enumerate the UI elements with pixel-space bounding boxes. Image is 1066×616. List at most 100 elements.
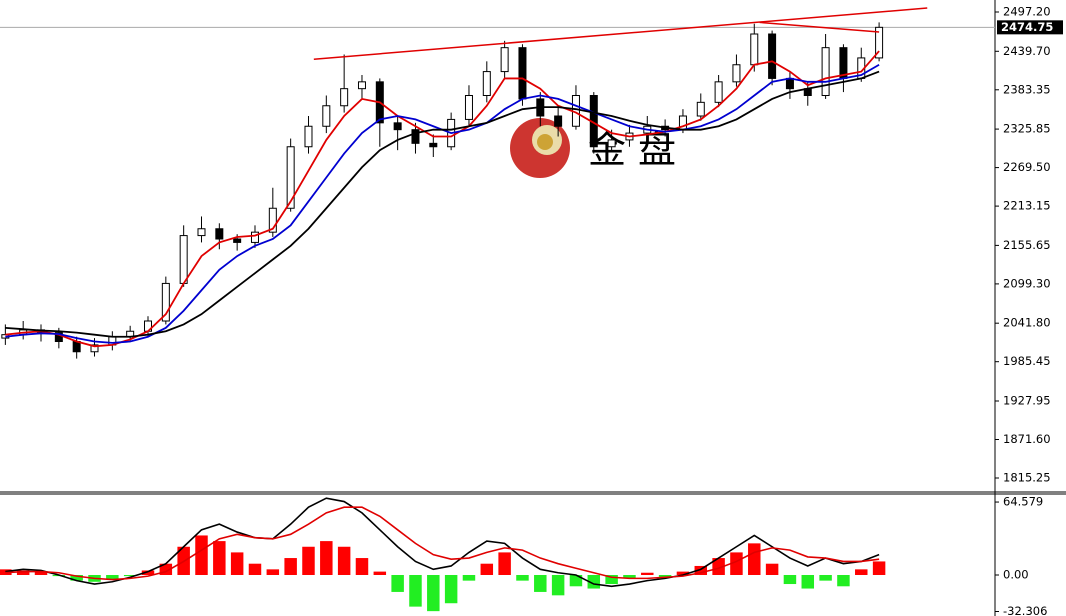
candle-body [696, 101, 705, 117]
candle-body [286, 146, 295, 209]
candle-body [340, 88, 349, 107]
logo [510, 118, 570, 178]
histogram-bar [694, 565, 708, 575]
histogram-bar [551, 574, 565, 596]
histogram-bar [337, 546, 351, 575]
y-tick-label: 2041.80 [1003, 316, 1051, 330]
y-tick-label: 64.579 [1003, 495, 1043, 509]
candle-body [268, 207, 277, 233]
histogram-bar [516, 574, 529, 581]
histogram-bar [480, 563, 494, 575]
histogram-bar [302, 546, 315, 575]
histogram-bar [534, 574, 547, 592]
histogram-bar [462, 574, 476, 581]
histogram-bar [801, 574, 815, 589]
y-tick-label: 2155.65 [1003, 238, 1051, 252]
y-tick-label: 2099.30 [1003, 276, 1051, 290]
moving-average [5, 50, 880, 348]
histogram-bar [855, 569, 868, 575]
logo-dot [537, 134, 553, 150]
histogram-bar [730, 552, 743, 575]
histogram-bar [605, 574, 618, 585]
candle-body [768, 33, 777, 79]
candle-body [518, 47, 527, 100]
y-tick-label: 0.00 [1003, 567, 1029, 581]
histogram-bar [676, 571, 690, 575]
candle-body [54, 332, 63, 343]
histogram-bar [373, 571, 387, 575]
candle-body [179, 235, 188, 284]
candle-body [322, 105, 331, 127]
histogram-bar [284, 558, 297, 575]
histogram-bar [159, 563, 173, 575]
candle-body [161, 282, 170, 322]
histogram-bar [248, 563, 262, 575]
histogram-bar [872, 561, 886, 575]
histogram-bar [195, 535, 208, 575]
y-tick-label: 1927.95 [1003, 393, 1051, 407]
histogram-bar [70, 574, 83, 581]
moving-average [5, 70, 880, 338]
histogram-bar [141, 570, 155, 575]
candle-body [197, 228, 206, 237]
y-tick-label: 1985.45 [1003, 354, 1051, 368]
y-tick-label: 1871.60 [1003, 432, 1051, 446]
last-price-box [997, 20, 1063, 35]
histogram-bar [837, 574, 850, 587]
histogram-bar [123, 574, 137, 577]
histogram-bar [748, 543, 761, 575]
macd-line [5, 497, 880, 588]
trend-line [759, 21, 880, 33]
macd-line [5, 506, 880, 581]
candle-body [429, 142, 438, 148]
histogram-bar [213, 541, 226, 575]
candle-body [411, 129, 420, 144]
y-tick-label: 2497.20 [1003, 4, 1051, 18]
histogram-bar [355, 558, 369, 575]
histogram-bar [409, 574, 422, 607]
histogram-bar [16, 570, 30, 575]
candle-body [607, 139, 616, 148]
trend-line [313, 7, 928, 61]
histogram-bar [391, 574, 404, 592]
y-tick-label: 2213.15 [1003, 199, 1051, 213]
histogram-bar [427, 574, 440, 612]
candle-body [785, 77, 794, 90]
y-tick-label: 2383.35 [1003, 82, 1051, 96]
histogram-bar [783, 574, 797, 585]
candle-body [714, 81, 723, 103]
candle-body [482, 71, 491, 97]
candle-body [90, 344, 99, 353]
histogram-bar [765, 563, 779, 575]
histogram-bar [320, 541, 333, 575]
y-tick-label: 2269.50 [1003, 160, 1051, 174]
candle-body [304, 125, 313, 148]
histogram-bar [569, 574, 583, 587]
candle-body [500, 47, 509, 73]
histogram-bar [444, 574, 458, 604]
candle-body [233, 238, 242, 243]
candle-body [821, 47, 830, 97]
candle-body [250, 231, 259, 243]
histogram-bar [712, 558, 725, 575]
last-price-label: 2474.75 [1001, 20, 1053, 34]
y-tick-label: -32.306 [1003, 604, 1047, 616]
y-tick-label: 1815.25 [1003, 470, 1051, 484]
candle-body [732, 64, 741, 83]
candle-body [215, 228, 224, 240]
candle-body [393, 122, 402, 131]
histogram-bar [106, 574, 119, 580]
candle-body [554, 115, 563, 127]
histogram-bar [819, 574, 832, 581]
histogram-bar [658, 574, 672, 578]
histogram-bar [498, 552, 511, 575]
histogram-bar [266, 569, 280, 575]
candle-body [357, 81, 366, 90]
histogram-bar [641, 572, 654, 575]
candle-body [875, 26, 884, 59]
y-tick-label: 2325.85 [1003, 122, 1051, 136]
candle-body [464, 95, 473, 120]
candle-body [750, 33, 759, 66]
histogram-bar [623, 574, 636, 579]
